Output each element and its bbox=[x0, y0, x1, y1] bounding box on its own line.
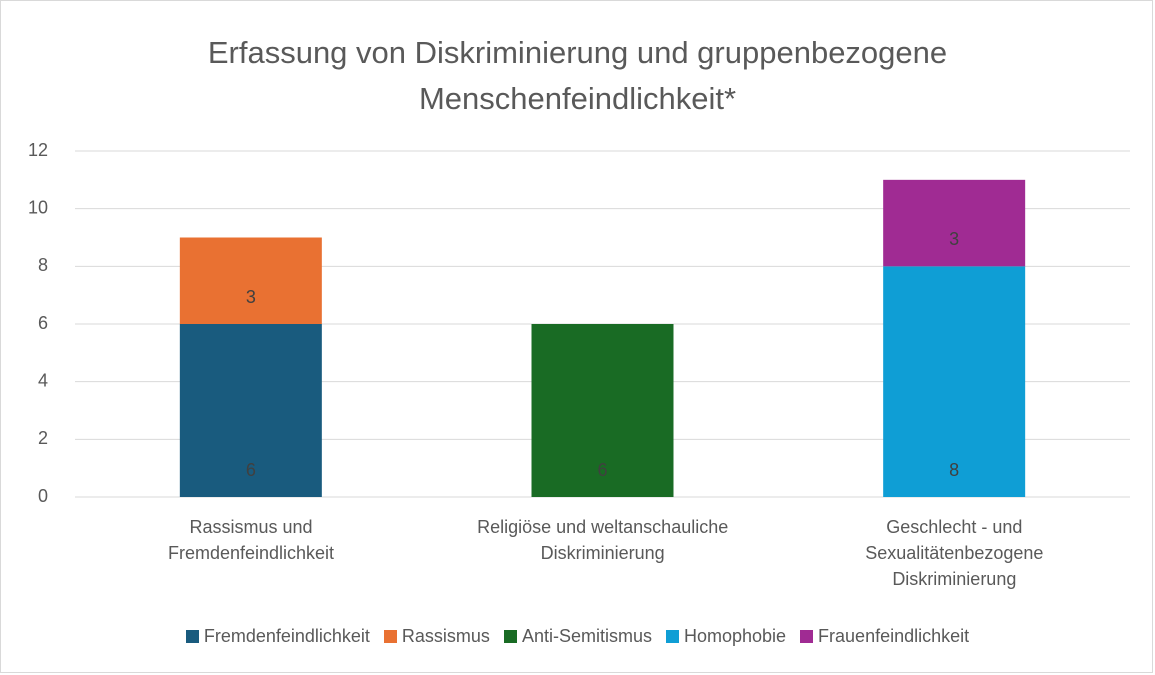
legend-swatch bbox=[665, 630, 679, 643]
y-tick-label: 2 bbox=[38, 428, 48, 448]
legend-label: Fremdenfeindlichkeit bbox=[203, 626, 370, 646]
y-tick-label: 8 bbox=[38, 255, 48, 275]
bar-segment bbox=[883, 179, 1026, 267]
data-label: 3 bbox=[949, 229, 959, 249]
legend-swatch bbox=[503, 630, 517, 643]
legend-swatch bbox=[185, 630, 199, 643]
data-label: 6 bbox=[246, 460, 256, 480]
legend-swatch bbox=[383, 630, 397, 643]
bar-segment bbox=[179, 237, 322, 324]
x-tick-label: Rassismus und Fremdenfeindlichkeit bbox=[167, 517, 335, 563]
y-tick-label: 12 bbox=[28, 140, 48, 160]
legend-label: Anti-Semitismus bbox=[521, 626, 652, 646]
legend-label: Rassismus bbox=[401, 626, 490, 646]
bar-segment bbox=[531, 324, 674, 497]
legend-label: Homophobie bbox=[683, 626, 787, 646]
legend-item: Rassismus bbox=[383, 626, 490, 647]
legend-item: Fremdenfeindlichkeit bbox=[185, 626, 370, 647]
legend-label: Frauenfeindlichkeit bbox=[818, 626, 970, 646]
x-tick-label: Geschlecht - und Sexualitätenbezogene Di… bbox=[865, 517, 1044, 589]
bar-segment bbox=[179, 324, 322, 497]
bar-segment bbox=[883, 266, 1026, 497]
y-tick-label: 4 bbox=[38, 370, 48, 390]
legend-item: Homophobie bbox=[665, 626, 787, 647]
data-label: 3 bbox=[246, 287, 256, 307]
legend-swatch bbox=[800, 630, 814, 643]
y-tick-label: 0 bbox=[38, 486, 48, 506]
data-label: 8 bbox=[949, 460, 959, 480]
legend-item: Frauenfeindlichkeit bbox=[800, 626, 969, 647]
data-label: 6 bbox=[597, 460, 607, 480]
legend: Fremdenfeindlichkeit Rassismus Anti-Semiti… bbox=[0, 626, 1155, 647]
x-tick-label: Religiöse und weltanschauliche Diskrimin… bbox=[477, 517, 729, 563]
y-tick-label: 6 bbox=[38, 313, 48, 333]
legend-item: Anti-Semitismus bbox=[503, 626, 652, 647]
chart-title: Erfassung von Diskriminierung und gruppe… bbox=[207, 35, 948, 116]
y-tick-label: 10 bbox=[28, 197, 48, 217]
